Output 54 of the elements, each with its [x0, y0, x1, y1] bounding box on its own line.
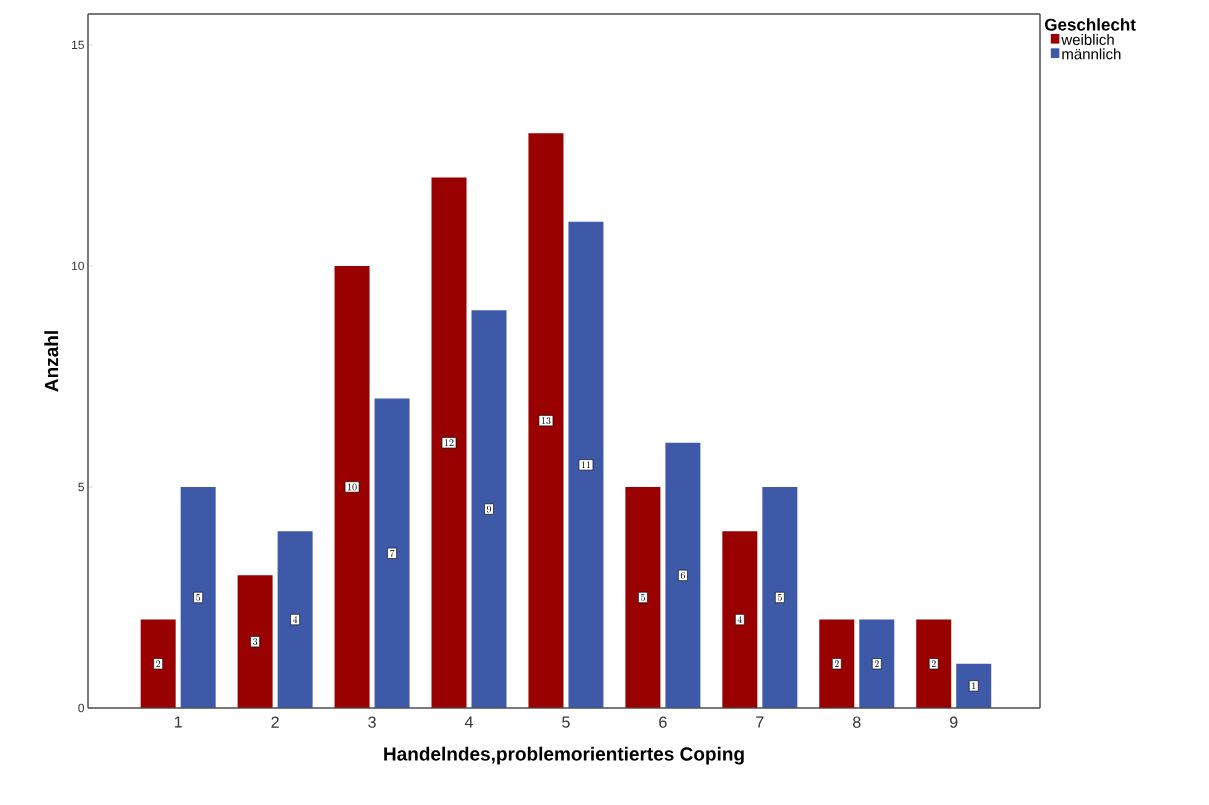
bar [374, 398, 410, 708]
x-tick-label: 5 [562, 716, 570, 728]
y-tick-label: 0 [78, 703, 85, 713]
data-label: 2 [874, 660, 879, 667]
bar [334, 265, 370, 708]
bar [140, 619, 176, 708]
y-tick-label: 10 [72, 261, 85, 271]
data-label: 6 [680, 571, 685, 579]
data-label: 4 [292, 616, 298, 623]
bar [277, 531, 313, 708]
x-tick-label: 3 [368, 716, 376, 728]
x-tick-label: 6 [659, 716, 667, 728]
bar [568, 221, 604, 708]
bar [471, 310, 507, 708]
data-label: 12 [444, 439, 454, 446]
data-label: 11 [581, 461, 591, 469]
bar [180, 486, 216, 708]
x-tick-label: 4 [464, 716, 473, 728]
y-tick-label: 5 [78, 482, 84, 492]
x-tick-label: 7 [756, 716, 764, 728]
data-label: 9 [486, 505, 492, 513]
data-label: 7 [390, 549, 395, 557]
bar [956, 663, 992, 708]
bar [528, 133, 564, 708]
x-axis-title: Handelndes,problemorientiertes Coping [384, 746, 744, 765]
x-tick-label: 2 [271, 716, 279, 728]
data-label: 4 [737, 616, 743, 623]
data-label: 5 [640, 594, 645, 601]
x-tick-label: 1 [174, 716, 182, 728]
bar [762, 486, 798, 708]
bar [722, 531, 758, 708]
data-label: 2 [931, 660, 936, 667]
bar [859, 619, 895, 708]
data-label: 2 [156, 660, 161, 667]
y-tick-label: 15 [72, 40, 84, 50]
data-label: 10 [347, 483, 357, 491]
x-tick-label: 9 [950, 716, 958, 728]
data-label: 2 [834, 660, 839, 667]
bar [665, 442, 701, 708]
data-label: 1 [972, 682, 976, 690]
x-tick-label: 8 [853, 716, 861, 728]
legend-label: männlich [1062, 48, 1121, 60]
data-label: 5 [777, 594, 782, 601]
bar [819, 619, 855, 708]
data-label: 5 [196, 594, 201, 601]
bar [431, 177, 467, 708]
data-label: 13 [541, 417, 551, 425]
data-label: 3 [253, 638, 258, 646]
bar [916, 619, 952, 708]
legend-title: Geschlecht [1044, 18, 1136, 31]
legend-label: weiblich [1061, 34, 1114, 46]
y-axis-title: Anzahl [44, 331, 59, 392]
bar [237, 575, 273, 708]
bar [625, 486, 661, 708]
